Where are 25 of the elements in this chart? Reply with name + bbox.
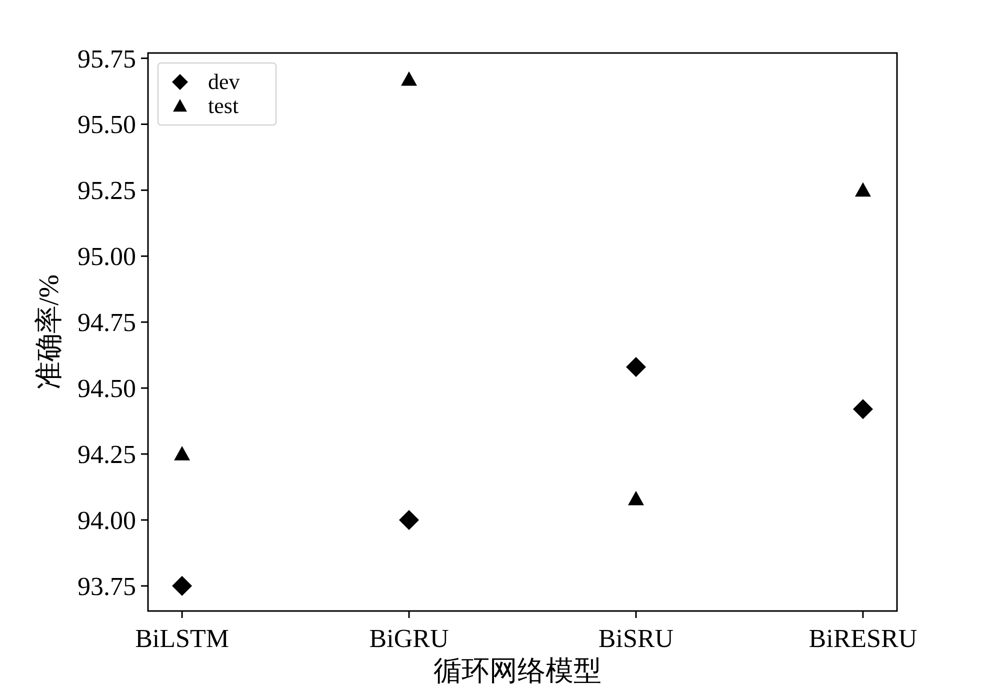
point <box>628 490 644 506</box>
y-tick-label: 94.75 <box>78 308 136 338</box>
legend-label: test <box>208 93 239 118</box>
y-tick-label: 94.00 <box>78 506 136 535</box>
point <box>626 356 646 377</box>
point <box>174 446 190 460</box>
x-tick-label: BiRESRU <box>808 624 918 653</box>
x-tick-label: BiGRU <box>369 624 449 653</box>
point <box>401 71 418 86</box>
y-tick-label: 95.25 <box>78 176 136 206</box>
y-tick-label: 95.00 <box>78 242 136 272</box>
point <box>852 399 873 420</box>
y-tick-label: 93.75 <box>78 572 136 601</box>
y-tick-label: 95.50 <box>78 110 136 140</box>
x-axis-title: 循环网络模型 <box>434 656 602 687</box>
point <box>172 576 192 596</box>
y-tick-label: 94.25 <box>78 440 136 470</box>
y-tick-label: 95.75 <box>78 44 136 74</box>
point <box>399 510 420 530</box>
x-tick-label: BiLSTM <box>135 624 230 653</box>
legend-label: dev <box>208 69 240 94</box>
point <box>854 182 871 197</box>
y-axis-title: 准确率/% <box>34 274 65 390</box>
x-tick-label: BiSRU <box>598 624 674 653</box>
y-tick-label: 94.50 <box>78 374 136 404</box>
